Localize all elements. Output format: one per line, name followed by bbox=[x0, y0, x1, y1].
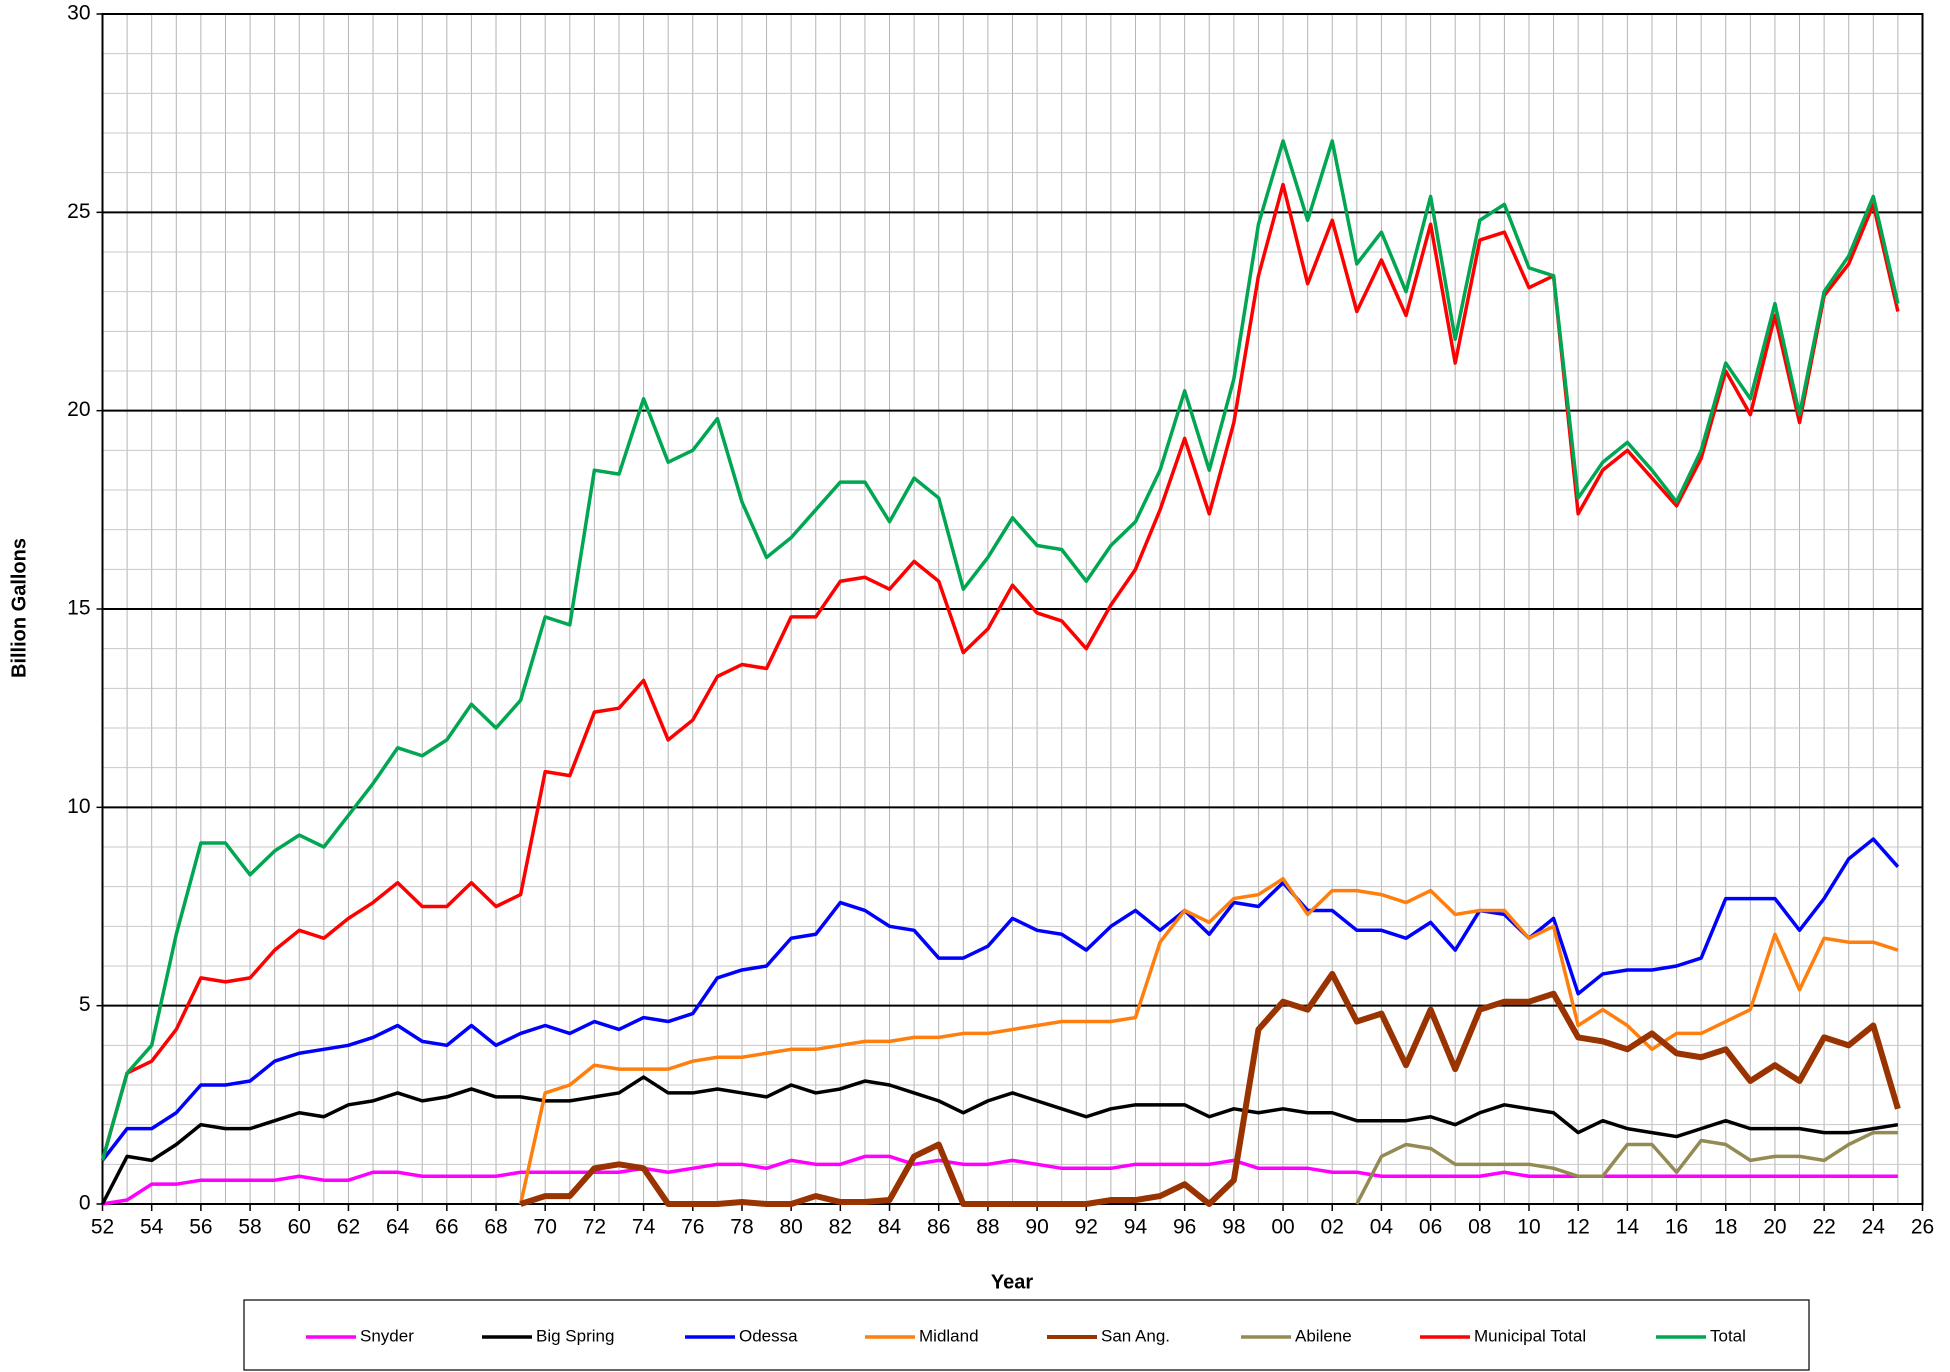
x-tick-label: 12 bbox=[1566, 1216, 1589, 1239]
legend-label: Snyder bbox=[360, 1326, 414, 1345]
legend-box bbox=[243, 1299, 1810, 1371]
x-tick-label: 90 bbox=[1025, 1216, 1048, 1239]
series-line bbox=[102, 1154, 1898, 1206]
series-line bbox=[100, 182, 1900, 1161]
x-tick-label: 84 bbox=[878, 1216, 902, 1239]
series-line bbox=[518, 876, 1899, 1205]
legend-label: Municipal Total bbox=[1474, 1326, 1586, 1345]
x-tick-label: 98 bbox=[1222, 1216, 1245, 1239]
x-tick-label: 82 bbox=[829, 1216, 852, 1239]
x-tick-label: 66 bbox=[435, 1216, 458, 1239]
x-tick-label: 74 bbox=[632, 1216, 656, 1239]
x-tick-label: 24 bbox=[1862, 1216, 1886, 1239]
legend-label: San Ang. bbox=[1101, 1326, 1170, 1345]
x-tick-label: 56 bbox=[189, 1216, 212, 1239]
x-tick-label: 68 bbox=[484, 1216, 507, 1239]
x-tick-label: 64 bbox=[386, 1216, 410, 1239]
x-tick-label: 10 bbox=[1517, 1216, 1540, 1239]
series-line bbox=[519, 970, 1901, 1207]
x-tick-label: 62 bbox=[337, 1216, 360, 1239]
series-line bbox=[100, 139, 1900, 1161]
x-tick-label: 18 bbox=[1714, 1216, 1737, 1239]
x-tick-label: 58 bbox=[238, 1216, 261, 1239]
x-tick-label: 00 bbox=[1271, 1216, 1294, 1239]
y-axis-title: Billion Gallons bbox=[8, 538, 30, 678]
y-tick-label: 0 bbox=[79, 1192, 91, 1215]
x-tick-label: 54 bbox=[140, 1216, 164, 1239]
x-tick-label: 08 bbox=[1468, 1216, 1491, 1239]
y-tick-label: 20 bbox=[67, 398, 90, 421]
x-tick-label: 60 bbox=[288, 1216, 311, 1239]
legend-label: Abilene bbox=[1295, 1326, 1352, 1345]
x-tick-label: 14 bbox=[1616, 1216, 1640, 1239]
y-tick-label: 30 bbox=[67, 2, 90, 25]
x-tick-label: 70 bbox=[534, 1216, 557, 1239]
x-tick-label: 92 bbox=[1075, 1216, 1098, 1239]
x-tick-label: 26 bbox=[1911, 1216, 1934, 1239]
x-tick-label: 04 bbox=[1370, 1216, 1394, 1239]
y-tick-label: 15 bbox=[67, 597, 90, 620]
x-tick-label: 86 bbox=[927, 1216, 950, 1239]
y-tick-label: 10 bbox=[67, 795, 90, 818]
x-tick-label: 22 bbox=[1812, 1216, 1835, 1239]
x-tick-label: 72 bbox=[583, 1216, 606, 1239]
x-tick-label: 78 bbox=[730, 1216, 753, 1239]
x-tick-label: 96 bbox=[1173, 1216, 1196, 1239]
x-tick-label: 02 bbox=[1321, 1216, 1344, 1239]
x-tick-label: 52 bbox=[91, 1216, 114, 1239]
x-tick-label: 06 bbox=[1419, 1216, 1442, 1239]
series-line bbox=[101, 837, 1900, 1162]
legend-label: Big Spring bbox=[536, 1326, 614, 1345]
series-line bbox=[1355, 1130, 1898, 1205]
x-tick-label: 88 bbox=[976, 1216, 999, 1239]
series-line bbox=[100, 1075, 1899, 1205]
y-tick-label: 5 bbox=[79, 993, 91, 1016]
y-tick-label: 25 bbox=[67, 200, 90, 223]
x-tick-label: 80 bbox=[779, 1216, 802, 1239]
legend-label: Odessa bbox=[739, 1326, 798, 1345]
x-tick-label: 76 bbox=[681, 1216, 704, 1239]
x-axis-title: Year bbox=[991, 1271, 1033, 1293]
x-tick-label: 16 bbox=[1665, 1216, 1688, 1239]
x-tick-label: 94 bbox=[1124, 1216, 1148, 1239]
x-tick-label: 20 bbox=[1763, 1216, 1786, 1239]
legend-label: Total bbox=[1710, 1326, 1746, 1345]
legend-label: Midland bbox=[919, 1326, 979, 1345]
